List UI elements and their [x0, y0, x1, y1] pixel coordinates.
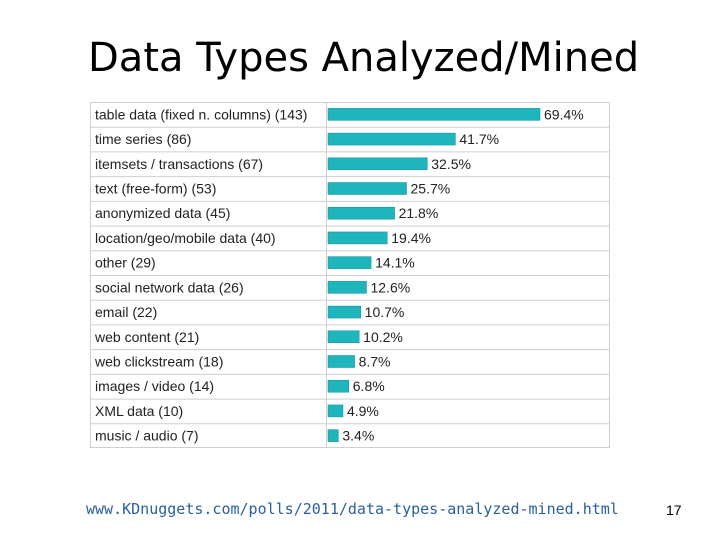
- category-label: table data (fixed n. columns) (143): [95, 106, 307, 122]
- bar: [327, 429, 339, 442]
- category-label: social network data (26): [95, 279, 244, 295]
- bar: [327, 305, 361, 319]
- category-label: location/geo/mobile data (40): [95, 230, 276, 246]
- value-label: 32.5%: [431, 156, 471, 172]
- page-number: 17: [666, 502, 682, 518]
- category-label: itemsets / transactions (67): [95, 156, 263, 172]
- category-label: music / audio (7): [95, 428, 198, 444]
- value-label: 41.7%: [459, 131, 499, 147]
- bar: [327, 330, 360, 344]
- bar: [327, 231, 388, 245]
- value-label: 19.4%: [391, 230, 431, 246]
- bar: [327, 157, 428, 171]
- value-label: 69.4%: [544, 106, 584, 122]
- value-label: 8.7%: [359, 354, 391, 370]
- bar-chart-svg: table data (fixed n. columns) (143) 69.4%…: [90, 102, 610, 448]
- category-label: text (free-form) (53): [95, 181, 216, 197]
- bar: [327, 281, 367, 294]
- value-label: 4.9%: [347, 403, 379, 419]
- bar: [327, 108, 541, 121]
- category-label: XML data (10): [95, 403, 183, 419]
- bar: [327, 404, 344, 418]
- value-label: 3.4%: [342, 428, 374, 444]
- category-label: other (29): [95, 255, 156, 271]
- category-label: web content (21): [94, 329, 199, 345]
- source-url[interactable]: www.KDnuggets.com/polls/2011/data-types-…: [86, 500, 619, 518]
- bar: [327, 355, 355, 368]
- bar: [327, 182, 407, 195]
- value-label: 10.7%: [365, 304, 405, 320]
- category-label: anonymized data (45): [95, 205, 230, 221]
- bar: [327, 206, 395, 220]
- value-label: 25.7%: [411, 181, 451, 197]
- category-label: email (22): [95, 304, 157, 320]
- bar: [327, 379, 350, 393]
- value-label: 6.8%: [353, 378, 385, 394]
- slide-title: Data Types Analyzed/Mined: [88, 35, 640, 81]
- value-label: 21.8%: [399, 205, 439, 221]
- category-label: web clickstream (18): [94, 354, 223, 370]
- bar-chart: table data (fixed n. columns) (143) 69.4%…: [90, 102, 610, 448]
- category-label: images / video (14): [95, 378, 214, 394]
- bar: [327, 132, 456, 146]
- category-label: time series (86): [95, 131, 191, 147]
- value-label: 14.1%: [375, 255, 415, 271]
- value-label: 12.6%: [370, 279, 410, 295]
- value-label: 10.2%: [363, 329, 403, 345]
- bar: [327, 256, 372, 269]
